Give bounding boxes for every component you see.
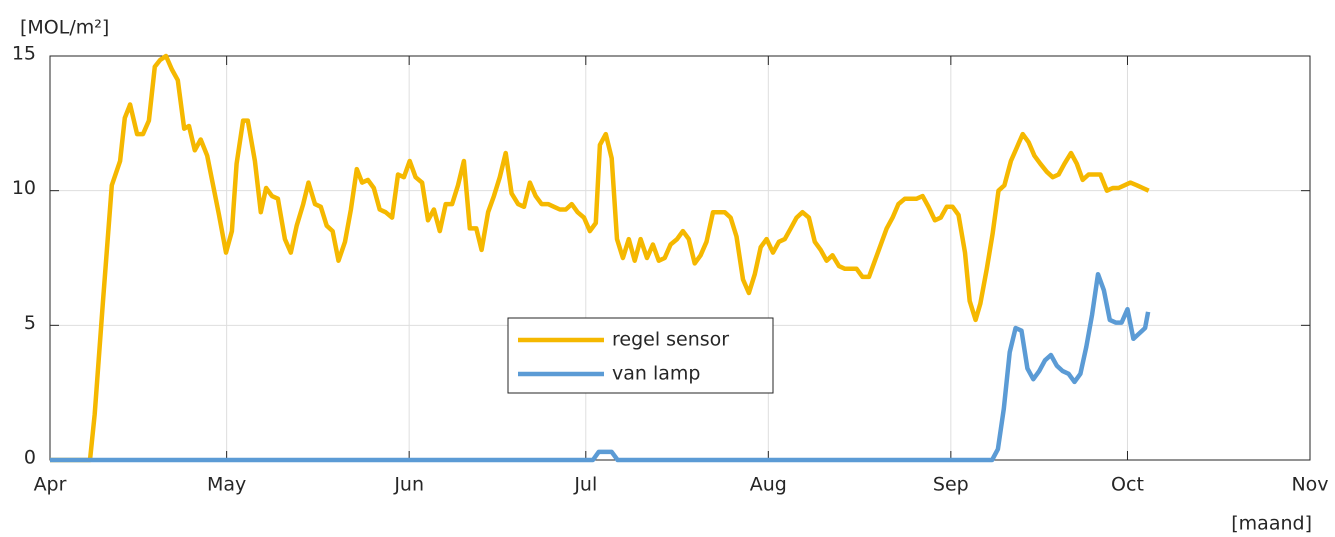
x-tick-label: Aug <box>750 474 787 496</box>
y-tick-label: 10 <box>12 177 36 199</box>
legend-label: van lamp <box>612 363 700 385</box>
x-axis-label: [maand] <box>1231 513 1312 535</box>
data-line <box>50 53 1150 463</box>
x-tick-label: Apr <box>34 474 67 496</box>
data-line <box>50 271 1151 463</box>
plot-frame <box>49 55 1311 461</box>
y-tick-label: 15 <box>12 43 36 65</box>
x-tick-label: Jun <box>393 474 424 496</box>
legend-box <box>507 317 774 394</box>
y-axis-label: [MOL/m²] <box>20 17 109 39</box>
x-tick-label: Sep <box>933 474 969 496</box>
x-tick-label: Jul <box>573 474 597 496</box>
y-tick-label: 0 <box>24 447 36 469</box>
x-tick-label: Oct <box>1111 474 1144 496</box>
legend-label: regel sensor <box>612 329 729 351</box>
x-tick-label: Nov <box>1291 474 1328 496</box>
legend: regel sensor van lamp <box>507 317 774 394</box>
x-tick-label: May <box>207 474 246 496</box>
y-tick-label: 5 <box>24 312 36 334</box>
